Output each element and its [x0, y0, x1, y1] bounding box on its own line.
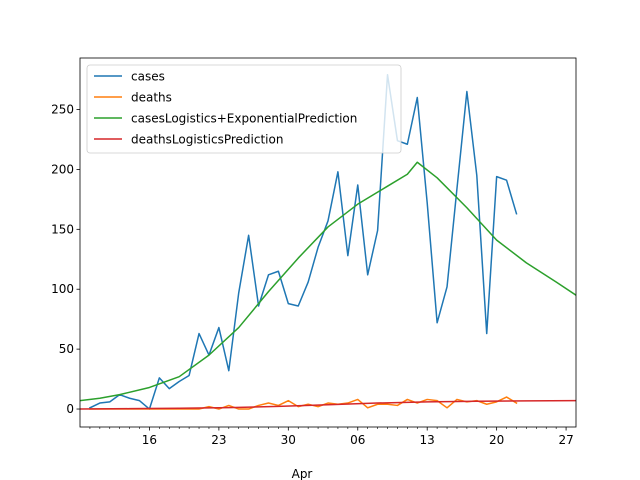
x-axis: 16 23 30 06 13 20 27: [89, 427, 574, 447]
y-tick-label: 0: [66, 402, 74, 416]
x-tick-label: 30: [281, 433, 296, 447]
x-tick-label: 27: [558, 433, 573, 447]
legend-label-2: casesLogistics+ExponentialPrediction: [131, 112, 357, 126]
legend-label-1: deaths: [131, 91, 172, 105]
x-tick-label: 06: [350, 433, 365, 447]
y-tick-label: 50: [59, 342, 74, 356]
legend: cases deaths casesLogistics+ExponentialPre…: [86, 64, 402, 154]
legend-label-3: deathsLogisticsPrediction: [131, 133, 283, 147]
legend-box: [86, 64, 402, 154]
x-tick-label: 13: [420, 433, 435, 447]
y-tick-label: 200: [51, 162, 74, 176]
x-tick-label: 16: [142, 433, 157, 447]
series-line-3: [80, 399, 576, 410]
y-tick-label: 100: [51, 282, 74, 296]
y-axis: 0 50 100 150 200 250: [51, 103, 80, 416]
series-layer: [80, 74, 576, 410]
x-axis-label: Apr: [292, 467, 313, 480]
legend-label-0: cases: [131, 70, 165, 84]
y-tick-label: 150: [51, 222, 74, 236]
series-line-2: [80, 161, 576, 402]
series-line-0: [88, 74, 518, 410]
x-tick-label: 20: [489, 433, 504, 447]
y-tick-label: 250: [51, 103, 74, 117]
x-tick-label: 23: [211, 433, 226, 447]
